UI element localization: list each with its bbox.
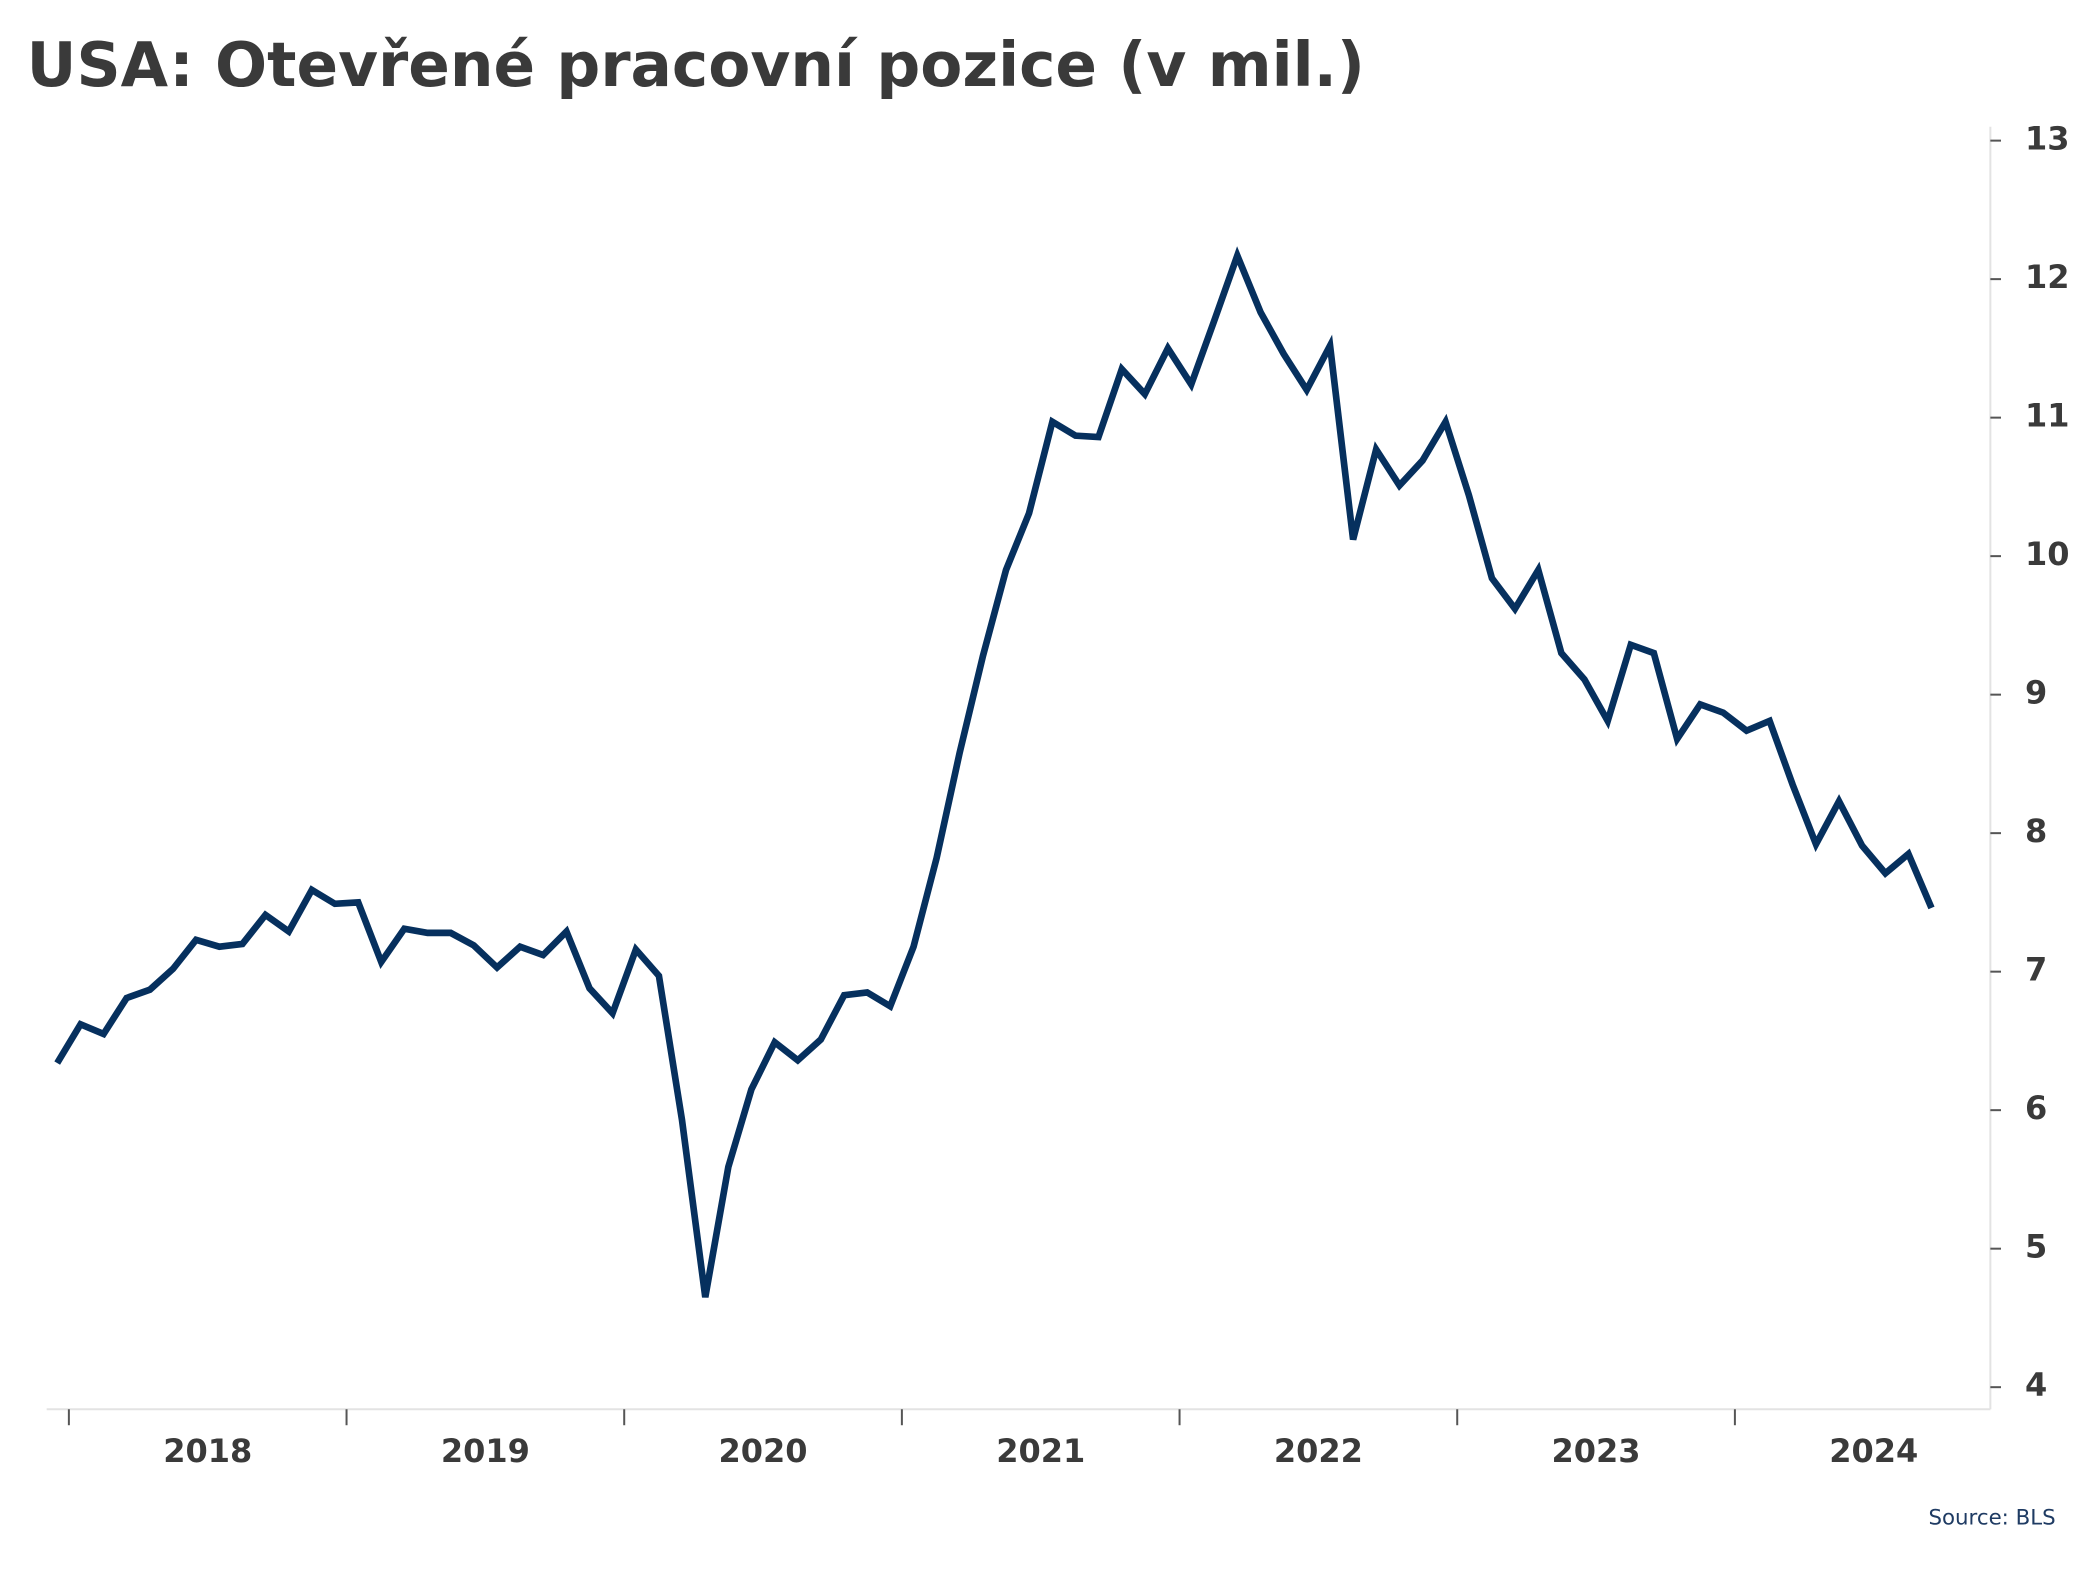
x-tick-label: 2023 [1552, 1432, 1641, 1470]
source: Source: BLS [1928, 1506, 2055, 1531]
x-tick-label: 2019 [441, 1432, 530, 1470]
x-tick-label: 2020 [719, 1432, 808, 1470]
y-tick-label: 13 [2025, 120, 2070, 158]
x-tick-label: 2021 [996, 1432, 1085, 1470]
line-series [54, 246, 1935, 1298]
y-tick-label: 6 [2025, 1089, 2047, 1127]
y-tick-label: 11 [2025, 397, 2070, 435]
y-tick-label: 8 [2025, 812, 2047, 850]
x-tick-label: 2022 [1274, 1432, 1363, 1470]
x-tick-label: 2024 [1829, 1432, 1918, 1470]
y-tick-label: 5 [2025, 1228, 2047, 1266]
y-tick-label: 7 [2025, 951, 2047, 989]
chart-title: USA: Otevřené pracovní pozice (v mil.) [27, 30, 1365, 101]
y-tick-label: 4 [2025, 1366, 2047, 1404]
y-tick-label: 12 [2025, 258, 2070, 296]
y-tick-label: 10 [2025, 535, 2070, 573]
y-tick-label: 9 [2025, 674, 2047, 712]
x-tick-label: 2018 [163, 1432, 252, 1470]
